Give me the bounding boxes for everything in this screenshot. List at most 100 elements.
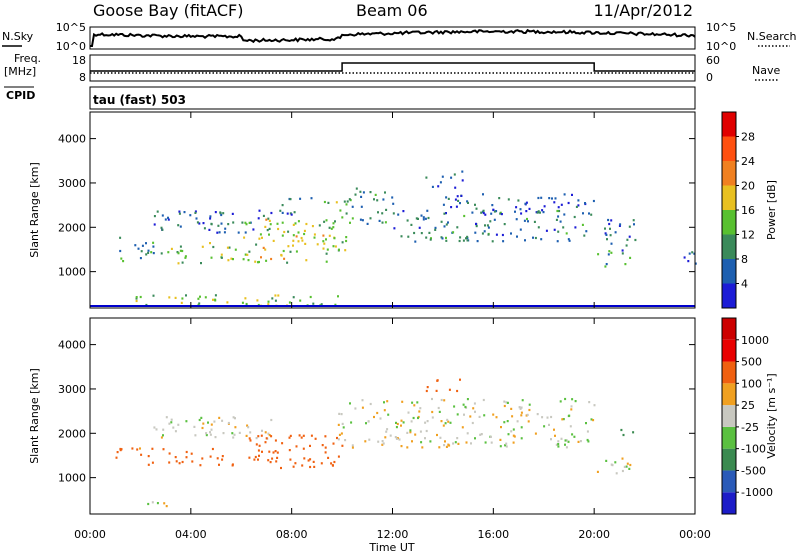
echo-cell: [415, 217, 418, 220]
colorbar-segment: [722, 283, 736, 308]
echo-cell: [178, 210, 181, 213]
echo-cell: [506, 420, 509, 423]
echo-cell: [248, 437, 251, 440]
echo-cell: [161, 228, 164, 231]
echo-cell: [210, 223, 213, 226]
echo-cell: [194, 434, 197, 437]
echo-cell: [597, 253, 600, 256]
echo-cell: [373, 198, 375, 201]
echo-cell: [586, 430, 589, 433]
echo-cell: [520, 414, 523, 417]
echo-cell: [567, 440, 570, 443]
echo-cell: [170, 421, 173, 424]
echo-cell: [210, 423, 213, 426]
echo-cell: [164, 218, 167, 221]
echo-cell: [244, 253, 247, 256]
y-tick-label: 4000: [58, 339, 86, 352]
echo-cell: [429, 238, 432, 241]
echo-cell: [256, 299, 259, 302]
echo-cell: [344, 249, 347, 252]
echo-cell: [505, 401, 508, 404]
echo-cell: [596, 470, 599, 473]
echo-cell: [459, 378, 461, 381]
echo-cell: [270, 211, 273, 215]
echo-cell: [610, 219, 613, 222]
colorbar-segment: [722, 339, 736, 362]
echo-cell: [151, 461, 154, 464]
echo-cell: [191, 460, 194, 463]
echo-cell: [145, 242, 147, 245]
echo-cell: [422, 218, 425, 221]
echo-cell: [234, 248, 237, 251]
echo-cell: [292, 465, 295, 468]
echo-cell: [456, 413, 459, 416]
echo-cell: [574, 226, 577, 229]
echo-cell: [277, 227, 280, 231]
echo-cell: [386, 400, 389, 403]
echo-cell: [333, 237, 336, 240]
echo-cell: [585, 422, 587, 425]
x-tick-label: 00:00: [74, 528, 106, 541]
echo-cell: [479, 433, 482, 436]
echo-cell: [458, 239, 461, 243]
echo-cell: [526, 413, 529, 416]
echo-cell: [412, 416, 415, 420]
echo-cell: [604, 265, 607, 268]
echo-cell: [295, 445, 298, 448]
colorbar-tick-label: -100: [741, 443, 766, 456]
echo-cell: [190, 452, 193, 455]
echo-cell: [288, 436, 291, 439]
echo-cell: [167, 251, 170, 254]
echo-cell: [608, 222, 611, 226]
echo-cell: [168, 452, 171, 455]
echo-cell: [505, 445, 508, 448]
echo-cell: [452, 442, 455, 445]
echo-cell: [511, 415, 514, 418]
echo-cell: [297, 240, 300, 243]
echo-cell: [443, 444, 446, 447]
freq-strip: Freq. [MHz] 18 8 60 0 Nave: [4, 52, 780, 84]
nave-label: Nave: [752, 64, 780, 77]
echo-cell: [261, 236, 263, 239]
echo-cell: [619, 223, 622, 226]
echo-cell: [327, 201, 330, 204]
echo-cell: [420, 214, 423, 217]
colorbar-tick-label: -1000: [741, 486, 773, 499]
echo-cell: [466, 432, 469, 435]
echo-cell: [395, 437, 398, 440]
echo-cell: [431, 397, 433, 401]
echo-cell: [241, 221, 244, 224]
echo-cell: [527, 420, 530, 423]
echo-cell: [330, 462, 333, 465]
echo-cell: [324, 451, 327, 454]
freq-top-tick: 18: [72, 54, 86, 67]
colorbar-tick-label: 20: [741, 180, 755, 193]
echo-cell: [520, 212, 523, 215]
echo-cell: [155, 428, 158, 431]
echo-cell: [218, 416, 221, 419]
echo-cell: [431, 410, 434, 414]
echo-cell: [309, 295, 312, 299]
echo-cell: [520, 426, 523, 429]
echo-cell: [454, 198, 457, 201]
echo-cell: [303, 457, 306, 460]
echo-cell: [517, 199, 520, 202]
echo-cell: [519, 228, 522, 231]
echo-cell: [397, 213, 400, 216]
echo-cell: [462, 239, 465, 242]
echo-cell: [461, 170, 464, 173]
echo-cell: [265, 437, 268, 440]
echo-cell: [177, 224, 180, 227]
echo-cell: [197, 303, 200, 306]
echo-cell: [361, 219, 364, 222]
echo-cell: [454, 186, 457, 189]
echo-cell: [443, 225, 446, 228]
echo-cell: [262, 246, 265, 249]
echo-cell: [360, 195, 363, 198]
echo-cell: [376, 199, 379, 202]
colorbar-segment: [722, 492, 736, 514]
echo-cell: [264, 225, 267, 228]
echo-cell: [194, 211, 197, 214]
echo-cell: [282, 249, 285, 253]
echo-cell: [402, 210, 405, 213]
